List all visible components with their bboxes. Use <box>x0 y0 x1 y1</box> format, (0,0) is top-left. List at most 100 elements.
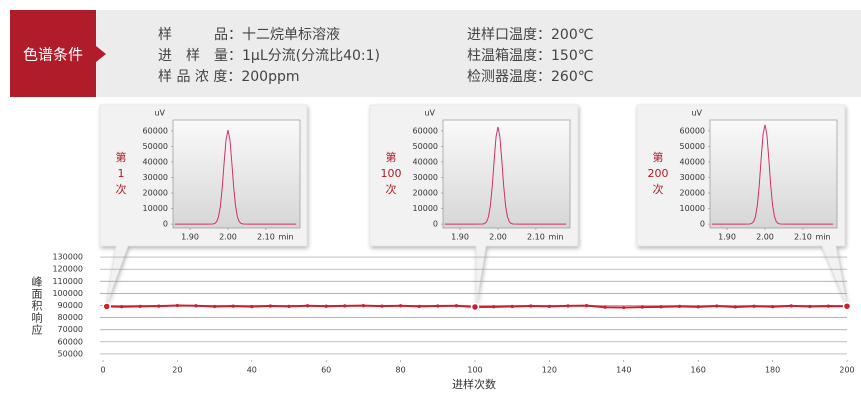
x-tick-label: 1.90 <box>181 233 199 242</box>
y-tick-label: 60000 <box>58 337 83 346</box>
y-tick-label: 10000 <box>143 204 168 213</box>
x-tick-label: 120 <box>542 366 557 375</box>
point <box>120 305 124 309</box>
callout-label: 次 <box>116 182 127 196</box>
point <box>510 304 514 309</box>
highlight-point <box>842 301 852 311</box>
y-tick-label: 50000 <box>58 349 83 358</box>
x-tick-label: 80 <box>396 366 406 375</box>
point <box>640 305 645 309</box>
y-tick-label: 70000 <box>58 325 83 334</box>
y-tick-label: 120000 <box>52 265 83 274</box>
series-line <box>174 129 297 225</box>
x-axis-label: 进样次数 <box>452 377 496 391</box>
callout-label: 200 <box>648 167 669 180</box>
x-tick-label: 40 <box>247 366 257 375</box>
x-unit: min <box>815 233 830 242</box>
point <box>361 304 365 308</box>
point <box>417 304 421 308</box>
point <box>231 304 235 308</box>
point <box>268 304 272 308</box>
point <box>138 304 142 308</box>
point <box>529 304 533 308</box>
highlight-point <box>102 302 111 311</box>
y-tick-label: 100000 <box>52 289 83 298</box>
y-tick-label: 30000 <box>680 173 705 182</box>
point <box>399 304 403 308</box>
series-line <box>444 126 567 225</box>
x-tick-label: 2.10 <box>527 233 545 242</box>
point <box>622 305 626 310</box>
y-tick-label: 110000 <box>52 277 83 286</box>
x-tick-label: 180 <box>765 366 780 375</box>
highlight-point <box>470 302 480 312</box>
y-tick-label: 30000 <box>143 173 168 182</box>
point <box>585 304 589 308</box>
y-tick-label: 40000 <box>413 157 438 166</box>
x-unit: min <box>278 233 293 242</box>
point <box>659 305 663 309</box>
point <box>547 304 552 308</box>
point <box>789 304 793 308</box>
y-tick-label: 20000 <box>680 189 705 198</box>
y-tick-label: 50000 <box>680 142 705 151</box>
y-tick-label: 10000 <box>680 204 705 213</box>
x-tick-label: 1.90 <box>718 233 736 242</box>
callout-label: 1 <box>118 167 125 180</box>
y-tick-label: 0 <box>163 220 168 229</box>
y-tick-label: 60000 <box>413 126 438 135</box>
header-tag: 色谱条件 <box>23 46 83 64</box>
y-tick-label: 40000 <box>680 157 705 166</box>
point <box>380 304 384 308</box>
callout-label: 第 <box>116 150 127 164</box>
condition: 样 品：十二烷单标溶液 <box>158 27 340 43</box>
x-tick-label: 2.10 <box>257 233 275 242</box>
y-unit: uV <box>424 109 435 118</box>
y-tick-label: 20000 <box>143 189 168 198</box>
point <box>733 305 738 309</box>
point <box>157 304 161 308</box>
x-tick-label: 1.90 <box>451 233 469 242</box>
point <box>566 304 570 308</box>
y-tick-label: 10000 <box>413 204 438 213</box>
point <box>492 305 496 309</box>
x-tick-label: 100 <box>467 366 482 375</box>
y-tick-label: 130000 <box>52 253 83 262</box>
header-band <box>10 10 861 97</box>
x-tick-label: 2.00 <box>756 233 774 242</box>
callout-label: 第 <box>653 150 664 164</box>
y-tick-label: 60000 <box>680 126 705 135</box>
x-tick-label: 200 <box>839 366 854 375</box>
x-tick-label: 2.10 <box>794 233 812 242</box>
point <box>213 304 217 309</box>
y-tick-label: 60000 <box>143 126 168 135</box>
point <box>324 304 328 308</box>
header-tag-bg <box>10 10 106 97</box>
x-tick-label: 160 <box>691 366 706 375</box>
point <box>603 305 607 309</box>
y-unit: uV <box>691 109 702 118</box>
condition: 进样口温度：200℃ <box>467 27 593 43</box>
x-tick-label: 140 <box>616 366 631 375</box>
callout-label: 100 <box>381 167 402 180</box>
point <box>678 304 682 308</box>
y-tick-label: 30000 <box>413 173 438 182</box>
point <box>808 304 812 309</box>
callout-label: 次 <box>386 182 397 196</box>
y-unit: uV <box>154 109 165 118</box>
y-tick-label: 20000 <box>413 189 438 198</box>
condition: 检测器温度：260℃ <box>467 69 593 85</box>
y-tick-label: 50000 <box>413 142 438 151</box>
point <box>826 304 831 308</box>
x-tick-label: 60 <box>321 366 331 375</box>
condition: 样 品 浓 度：200ppm <box>158 69 299 85</box>
point <box>436 304 440 308</box>
x-tick-label: 0 <box>100 366 105 375</box>
y-tick-label: 80000 <box>58 313 83 322</box>
y-tick-label: 0 <box>700 220 705 229</box>
point <box>175 303 179 308</box>
point <box>287 304 291 308</box>
x-tick-label: 20 <box>172 366 182 375</box>
condition: 柱温箱温度：150℃ <box>467 48 593 64</box>
